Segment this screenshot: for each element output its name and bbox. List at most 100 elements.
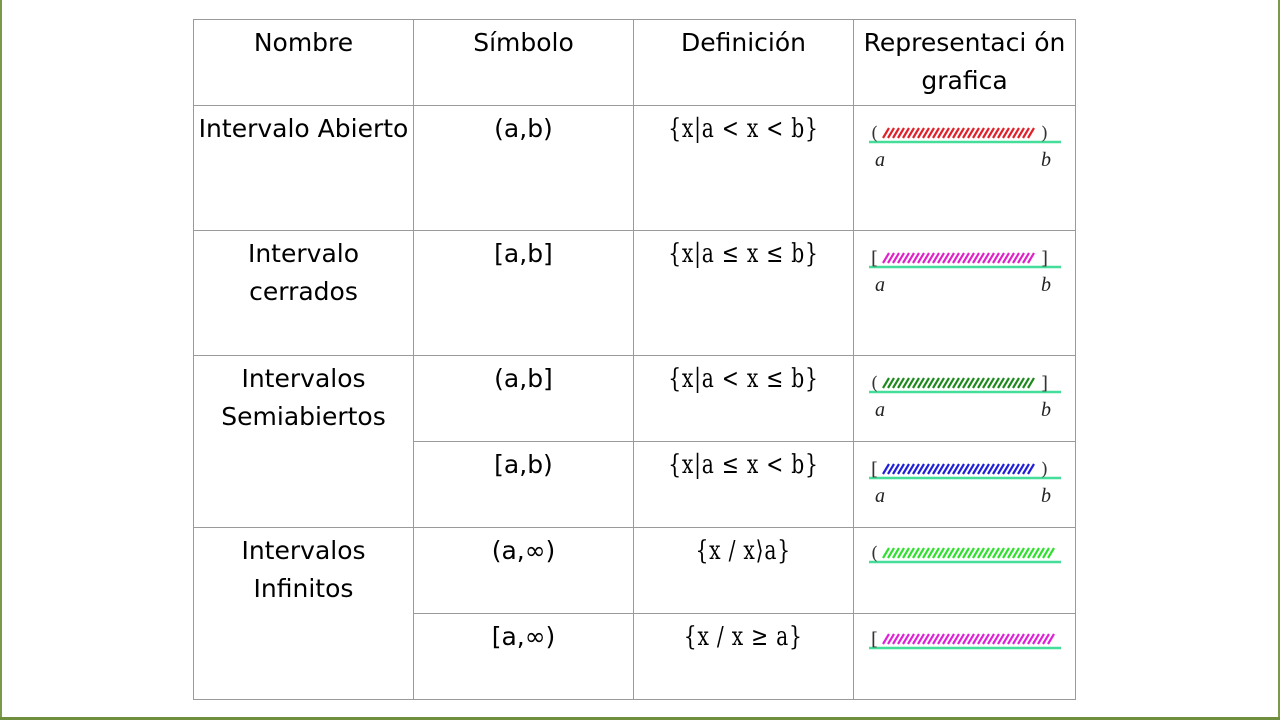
- hatch-stroke: [891, 252, 900, 264]
- hatch-stroke: [901, 547, 910, 559]
- hatch-stroke: [901, 252, 910, 264]
- hatch-stroke: [1021, 252, 1030, 264]
- hatch-stroke: [1006, 547, 1015, 559]
- hatch-stroke: [881, 127, 890, 139]
- header-nombre: Nombre: [193, 19, 414, 106]
- hatch-stroke: [966, 377, 975, 389]
- hatch-stroke: [996, 127, 1005, 139]
- left-endpoint: (: [871, 543, 878, 564]
- hatch-stroke: [926, 463, 935, 475]
- label-b: b: [1041, 485, 1051, 507]
- hatch-stroke: [936, 377, 945, 389]
- hatch-stroke: [931, 547, 940, 559]
- hatch-stroke: [891, 633, 900, 645]
- label-a: a: [875, 399, 885, 421]
- interval-number-line: () a b: [868, 123, 1061, 171]
- hatch-stroke: [981, 252, 990, 264]
- hatch-stroke: [941, 377, 950, 389]
- hatch-stroke: [906, 252, 915, 264]
- hatch-stroke: [961, 547, 970, 559]
- hatch-stroke: [956, 463, 965, 475]
- interval-symbol: [a,b]: [413, 230, 634, 356]
- table-row: Intervalos Semiabiertos (a,b] {x|a < x ≤…: [193, 355, 1076, 528]
- hatch-stroke: [906, 377, 915, 389]
- hatch-stroke: [926, 633, 935, 645]
- hatch-stroke: [886, 633, 895, 645]
- hatch-stroke: [896, 547, 905, 559]
- hatch-stroke: [961, 377, 970, 389]
- hatch-stroke: [1031, 633, 1040, 645]
- interval-symbol: [a,b): [413, 441, 634, 528]
- label-b: b: [1041, 399, 1051, 421]
- hatch-stroke: [926, 547, 935, 559]
- left-endpoint: (: [871, 123, 878, 144]
- interval-definition: {x / x ≥ a}: [633, 613, 854, 700]
- interval-number-line: (] a b: [868, 373, 1061, 421]
- hatch-stroke: [971, 547, 980, 559]
- left-endpoint: [: [871, 248, 878, 269]
- hatch-stroke: [1026, 547, 1035, 559]
- hatch-stroke: [886, 377, 895, 389]
- hatch-stroke: [971, 633, 980, 645]
- hatch-stroke: [881, 377, 890, 389]
- interval-number-line: [: [868, 629, 1061, 650]
- hatch-stroke: [911, 252, 920, 264]
- interval-symbol: [a,∞): [413, 613, 634, 700]
- hatch-stroke: [1016, 252, 1025, 264]
- hatch-stroke: [926, 377, 935, 389]
- interval-graphic: (] a b: [853, 355, 1076, 442]
- hatch-stroke: [1011, 252, 1020, 264]
- header-row: Nombre Símbolo Definición Representaci ó…: [193, 19, 1076, 106]
- hatch-stroke: [1011, 127, 1020, 139]
- hatch-stroke: [931, 127, 940, 139]
- interval-name: Intervalos Semiabiertos: [193, 355, 414, 528]
- hatch-stroke: [1021, 463, 1030, 475]
- hatch-stroke: [911, 377, 920, 389]
- hatch-stroke: [1006, 377, 1015, 389]
- hatch-stroke: [946, 377, 955, 389]
- interval-number-line: (: [868, 543, 1061, 564]
- hatch-stroke: [961, 463, 970, 475]
- slide-frame-left: [0, 0, 2, 720]
- hatch-stroke: [956, 252, 965, 264]
- left-endpoint: [: [871, 459, 878, 480]
- hatch-stroke: [941, 463, 950, 475]
- hatch-stroke: [906, 463, 915, 475]
- slide-frame-bottom: [0, 717, 1280, 720]
- hatch-stroke: [911, 633, 920, 645]
- interval-name: Intervalo Abierto: [193, 105, 414, 231]
- hatch-stroke: [906, 127, 915, 139]
- hatch-stroke: [991, 547, 1000, 559]
- hatch-stroke: [1001, 547, 1010, 559]
- label-b: b: [1041, 274, 1051, 296]
- hatch-stroke: [901, 463, 910, 475]
- hatch-stroke: [1021, 633, 1030, 645]
- hatch-stroke: [1021, 377, 1030, 389]
- hatch-stroke: [1016, 633, 1025, 645]
- hatch-stroke: [1001, 633, 1010, 645]
- hatch-stroke: [941, 252, 950, 264]
- hatch-stroke: [981, 547, 990, 559]
- hatch-stroke: [956, 547, 965, 559]
- interval-number-line: [) a b: [868, 459, 1061, 507]
- hatch-stroke: [896, 463, 905, 475]
- right-endpoint: ): [1041, 459, 1048, 480]
- hatch-stroke: [1011, 463, 1020, 475]
- hatch-stroke: [976, 127, 985, 139]
- hatch-stroke: [936, 547, 945, 559]
- hatch-stroke: [891, 547, 900, 559]
- hatch-stroke: [991, 127, 1000, 139]
- hatch-stroke: [916, 377, 925, 389]
- hatch-stroke: [936, 463, 945, 475]
- slide-frame-right: [1278, 0, 1280, 720]
- hatch-stroke: [971, 377, 980, 389]
- hatch-stroke: [936, 633, 945, 645]
- hatch-stroke: [981, 633, 990, 645]
- interval-name: Intervalo cerrados: [193, 230, 414, 356]
- right-endpoint: ]: [1041, 248, 1048, 269]
- interval-name: Intervalos Infinitos: [193, 527, 414, 700]
- hatch-stroke: [996, 633, 1005, 645]
- definition-text: {x|a ≤ x < b}: [668, 450, 819, 480]
- intervals-table: Nombre Símbolo Definición Representaci ó…: [193, 19, 1076, 700]
- hatch-stroke: [901, 377, 910, 389]
